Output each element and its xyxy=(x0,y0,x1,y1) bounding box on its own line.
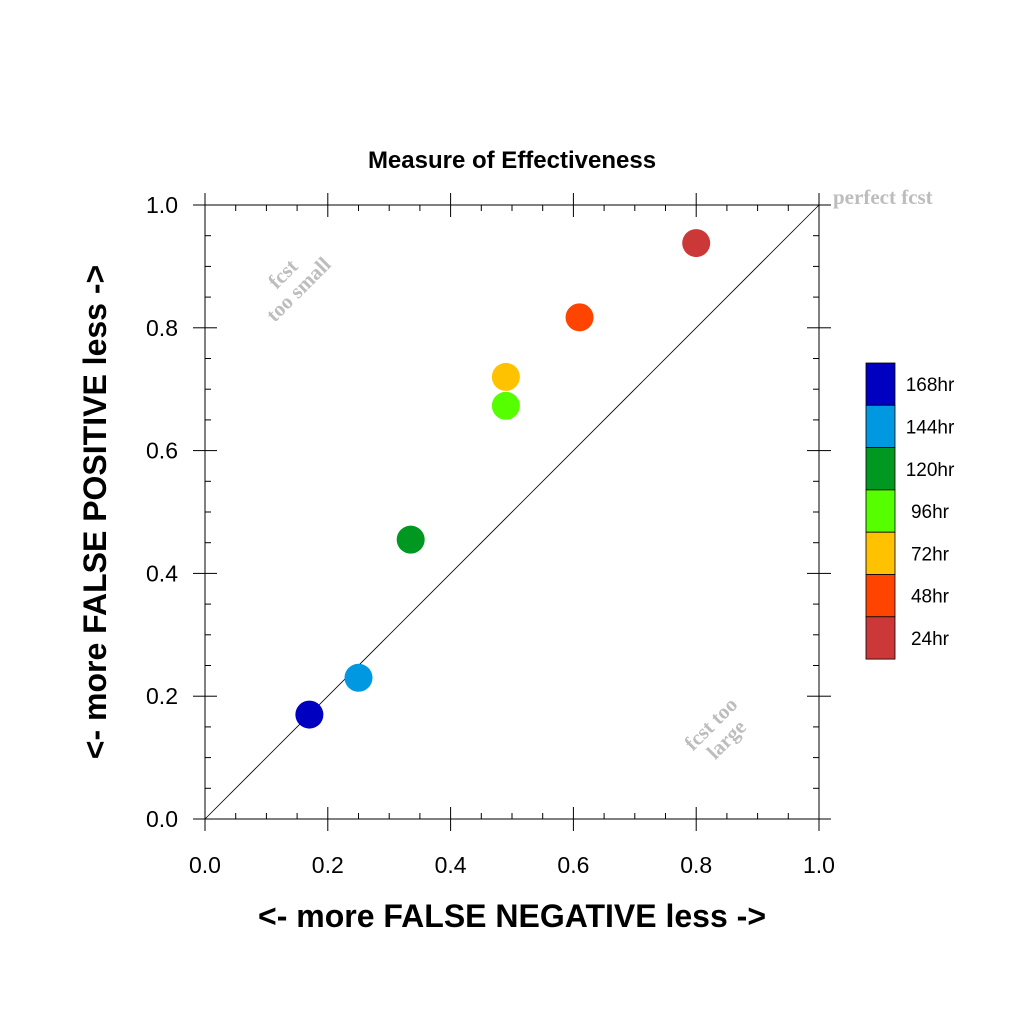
legend-label-24hr: 24hr xyxy=(911,629,950,650)
point-96hr xyxy=(491,391,520,420)
x-axis-label: <- more FALSE NEGATIVE less -> xyxy=(258,898,766,934)
too-large-note: fcst too large xyxy=(679,692,750,763)
point-48hr xyxy=(565,303,594,332)
legend-label-48hr: 48hr xyxy=(911,587,950,608)
legend-swatch-24hr xyxy=(865,616,896,660)
legend-swatch-96hr xyxy=(865,489,896,533)
x-tick-label: 0.8 xyxy=(680,852,712,878)
legend-swatch-168hr xyxy=(865,362,896,406)
y-tick-label: 0.4 xyxy=(146,560,178,586)
y-tick-label: 0.6 xyxy=(146,438,178,464)
x-tick-label: 0.4 xyxy=(435,852,467,878)
point-24hr xyxy=(682,229,711,258)
point-168hr xyxy=(295,700,324,729)
legend-label-120hr: 120hr xyxy=(906,460,955,481)
axis-ticks xyxy=(193,193,831,831)
y-axis-label: <- more FALSE POSITIVE less -> xyxy=(77,265,113,759)
x-tick-label: 0.2 xyxy=(312,852,344,878)
legend-swatch-120hr xyxy=(865,447,896,491)
too-small-line2: too small xyxy=(261,252,335,326)
y-tick-label: 0.2 xyxy=(146,683,178,709)
plot-area xyxy=(193,193,831,831)
legend: 168hr 144hr 120hr 96hr 72hr 48hr 24hr xyxy=(865,362,955,660)
legend-swatch-144hr xyxy=(865,404,896,448)
legend-label-72hr: 72hr xyxy=(911,544,950,565)
x-tick-label: 0.6 xyxy=(557,852,589,878)
legend-swatch-72hr xyxy=(865,531,896,575)
y-tick-label: 1.0 xyxy=(146,192,178,218)
x-tick-label: 0.0 xyxy=(189,852,221,878)
data-points xyxy=(295,229,711,729)
chart-title: Measure of Effectiveness xyxy=(368,147,656,174)
legend-label-96hr: 96hr xyxy=(911,502,950,523)
legend-label-168hr: 168hr xyxy=(906,375,955,396)
perfect-forecast-note: perfect fcst xyxy=(833,185,933,209)
too-small-note: fcst too small xyxy=(261,252,335,326)
x-tick-labels: 0.0 0.2 0.4 0.6 0.8 1.0 xyxy=(189,852,835,878)
point-72hr xyxy=(491,362,520,391)
y-tick-label: 0.8 xyxy=(146,315,178,341)
legend-label-144hr: 144hr xyxy=(906,417,955,438)
point-144hr xyxy=(344,663,373,692)
x-tick-label: 1.0 xyxy=(803,852,835,878)
y-tick-label: 0.0 xyxy=(146,806,178,832)
legend-swatch-48hr xyxy=(865,574,896,618)
point-120hr xyxy=(396,525,425,554)
y-tick-labels: 0.0 0.2 0.4 0.6 0.8 1.0 xyxy=(146,192,178,832)
